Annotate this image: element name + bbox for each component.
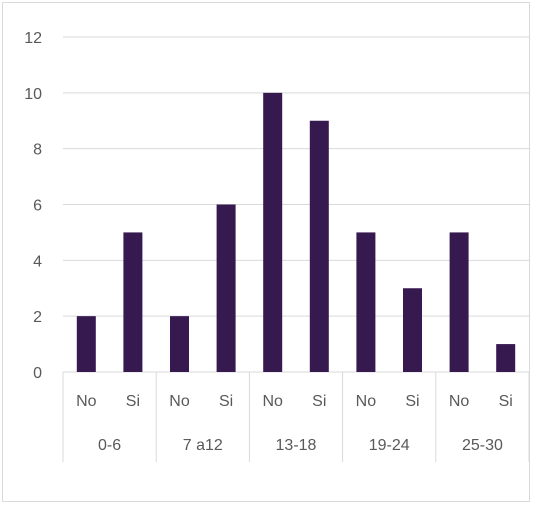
x-tick-label: Si [219,393,233,410]
x-group-label: 7 a12 [183,437,223,454]
x-tick-label: No [356,393,377,410]
bar [403,288,422,372]
x-group-label: 13-18 [276,437,317,454]
x-tick-label: No [76,393,97,410]
x-tick-label: Si [405,393,419,410]
y-tick-label: 12 [24,30,42,47]
x-tick-label: No [449,393,470,410]
x-tick-label: Si [126,393,140,410]
y-tick-label: 6 [33,198,42,215]
y-tick-label: 0 [33,365,42,382]
x-group-label: 25-30 [462,437,503,454]
bar [263,92,283,372]
x-group-label: 19-24 [369,437,410,454]
x-tick-label: No [169,393,190,410]
bar [216,204,236,372]
x-tick-label: Si [499,393,513,410]
y-tick-label: 8 [33,142,42,159]
y-tick-label: 2 [33,309,42,326]
x-tick-label: No [262,393,283,410]
bar [123,232,143,372]
y-tick-label: 10 [24,86,42,103]
bar [496,344,516,372]
y-tick-label: 4 [33,253,42,270]
bar [356,232,376,372]
x-group-label: 0-6 [98,437,121,454]
bar [76,316,96,372]
bar [170,316,189,372]
bar [449,232,469,372]
x-tick-label: Si [312,393,326,410]
bar [309,120,329,372]
